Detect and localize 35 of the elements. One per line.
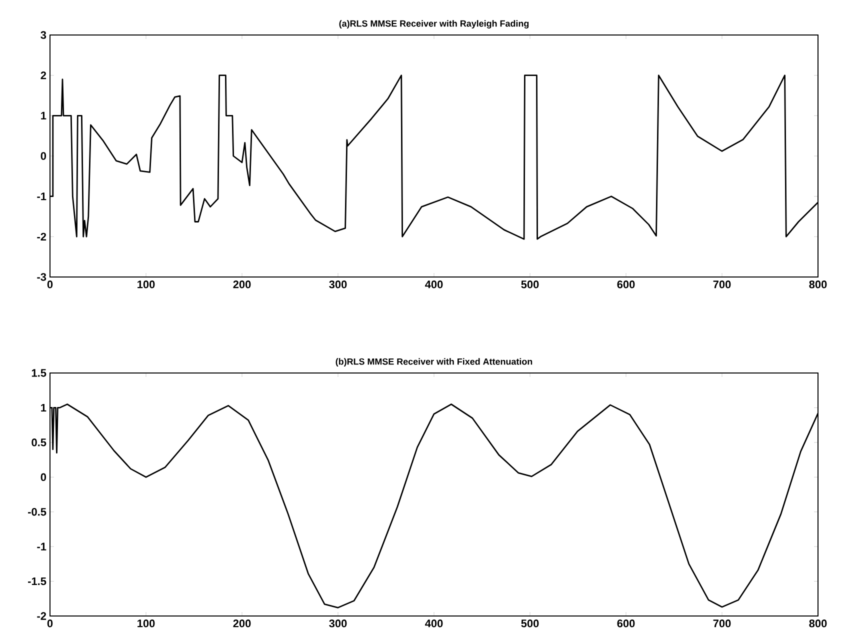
x-tick-label: 0 bbox=[47, 620, 53, 628]
y-tick-label: -1 bbox=[37, 192, 46, 200]
x-tick-label: 600 bbox=[617, 280, 635, 288]
x-tick-label: 500 bbox=[521, 620, 539, 628]
y-tick-label: 1 bbox=[41, 404, 46, 412]
y-tick-label: -2 bbox=[37, 612, 46, 620]
x-tick-label: 500 bbox=[521, 280, 539, 288]
y-tick-label: 0.5 bbox=[32, 438, 46, 446]
y-tick-label: -3 bbox=[37, 273, 46, 281]
x-tick-label: 100 bbox=[138, 620, 155, 628]
x-tick-label: 400 bbox=[425, 280, 443, 288]
y-tick-label: 1.5 bbox=[32, 369, 46, 377]
y-tick-label: -1.5 bbox=[28, 577, 46, 586]
x-tick-label: 400 bbox=[425, 620, 443, 628]
x-tick-label: 800 bbox=[809, 620, 827, 628]
y-tick-label: 0 bbox=[40, 473, 46, 482]
x-tick-label: 200 bbox=[233, 280, 251, 288]
y-tick-label: -2 bbox=[37, 232, 46, 240]
x-tick-label: 600 bbox=[617, 620, 635, 628]
y-tick-label: 3 bbox=[40, 31, 46, 39]
y-tick-label: 2 bbox=[40, 72, 46, 80]
chart-title: (a)RLS MMSE Receiver with Rayleigh Fading bbox=[339, 20, 529, 29]
chart-title: (b)RLS MMSE Receiver with Fixed Attenuation bbox=[336, 358, 532, 366]
x-tick-label: 200 bbox=[233, 620, 251, 628]
y-tick-label: 0 bbox=[40, 152, 46, 160]
x-tick-label: 300 bbox=[329, 620, 347, 628]
y-tick-label: 1 bbox=[41, 112, 46, 120]
y-tick-label: -1 bbox=[37, 542, 46, 550]
x-tick-label: 800 bbox=[809, 280, 827, 288]
y-tick-label: -0.5 bbox=[28, 508, 46, 516]
x-tick-label: 300 bbox=[329, 280, 347, 288]
x-tick-label: 0 bbox=[47, 280, 53, 288]
x-tick-label: 700 bbox=[713, 620, 731, 628]
x-tick-label: 700 bbox=[713, 280, 731, 288]
x-tick-label: 100 bbox=[138, 280, 155, 288]
